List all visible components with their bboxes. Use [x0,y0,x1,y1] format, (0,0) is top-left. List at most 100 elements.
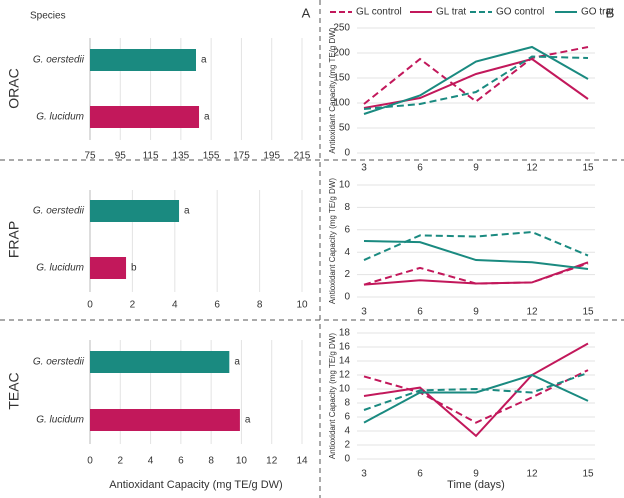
x-tick-label: 115 [143,151,159,162]
row-label: TEAC [6,372,22,409]
category-label: G. lucidum [36,415,84,426]
series-line [363,342,589,438]
x-tick-label: 15 [582,163,594,174]
y-tick-label: 250 [333,23,350,34]
x-tick-label: 8 [208,456,214,467]
x-tick-label: 6 [417,469,423,480]
series-line [363,240,589,270]
x-tick-label: 12 [266,456,278,467]
legend-label: GL control [356,7,402,18]
significance-label: a [204,112,210,123]
x-tick-label: 215 [294,151,311,162]
category-label: G. oerstedii [33,206,85,217]
series-line [363,373,589,424]
y-tick-label: 10 [339,180,351,191]
y-tick-label: 0 [344,292,350,303]
category-label: G. oerstedii [33,55,85,66]
x-tick-label: 10 [236,456,248,467]
x-tick-label: 95 [115,151,127,162]
series-line [363,231,589,261]
x-tick-label: 6 [417,163,423,174]
x-tick-label: 0 [87,300,93,311]
y-title: Species [30,11,66,22]
x-tick-label: 6 [178,456,184,467]
x-tick-label: 3 [361,163,367,174]
bar [90,351,230,373]
legend-label: GO control [496,7,544,18]
y-tick-label: 12 [339,370,351,381]
x-tick-label: 4 [148,456,154,467]
x-tick-label: 4 [172,300,178,311]
y-tick-label: 10 [339,384,351,395]
bar [90,106,200,128]
y-tick-label: 8 [344,398,350,409]
category-label: G. lucidum [36,112,84,123]
y-tick-label: 0 [344,148,350,159]
y-title: Antioxidant Capacity (mg TE/g DW) [328,333,337,459]
x-tick-label: 2 [130,300,136,311]
y-tick-label: 14 [339,356,351,367]
x-tick-label: 15 [582,469,594,480]
x-title: Time (days) [447,479,505,491]
series-line [363,261,589,286]
x-tick-label: 12 [526,163,538,174]
y-tick-label: 4 [344,426,350,437]
y-tick-label: 16 [339,342,351,353]
x-tick-label: 8 [257,300,263,311]
x-tick-label: 14 [296,456,308,467]
y-tick-label: 150 [333,73,350,84]
y-title: Antioxidant Capacity (mg TE/g DW) [328,178,337,304]
y-tick-label: 50 [339,123,351,134]
x-tick-label: 2 [118,456,124,467]
bar [90,409,240,431]
series-line [363,45,589,115]
x-tick-label: 9 [473,163,479,174]
x-tick-label: 9 [473,469,479,480]
x-tick-label: 6 [417,307,423,318]
x-tick-label: 15 [582,307,594,318]
bar [90,49,196,71]
y-tick-label: 0 [344,454,350,465]
x-tick-label: 12 [526,469,538,480]
y-tick-label: 2 [344,440,350,451]
y-tick-label: 18 [339,328,351,339]
y-title: Antioxidant Capacity (mg TE/g DW) [328,27,337,153]
series-line [363,371,589,411]
series-line [363,57,589,109]
legend-label: GL trat [436,7,466,18]
x-tick-label: 175 [233,151,250,162]
category-label: G. oerstedii [33,357,85,368]
x-tick-label: 6 [214,300,220,311]
significance-label: a [245,415,251,426]
x-tick-label: 75 [84,151,96,162]
legend-label: GO trat [581,7,614,18]
x-tick-label: 155 [203,151,220,162]
y-tick-label: 6 [344,224,350,235]
row-label: FRAP [6,221,22,258]
series-line [363,369,589,424]
x-tick-label: 12 [526,307,538,318]
x-title: Antioxidant Capacity (mg TE/g DW) [109,479,282,491]
y-tick-label: 6 [344,412,350,423]
x-tick-label: 10 [296,300,308,311]
y-tick-label: 100 [333,98,350,109]
series-line [363,46,589,105]
row-label: ORAC [6,68,22,108]
significance-label: b [131,263,137,274]
bar [90,200,180,222]
category-label: G. lucidum [36,263,84,274]
x-tick-label: 135 [173,151,190,162]
panel-label: B [606,5,615,20]
x-tick-label: 3 [361,307,367,318]
y-tick-label: 200 [333,48,350,59]
x-tick-label: 195 [263,151,280,162]
x-tick-label: 3 [361,469,367,480]
significance-label: a [184,206,190,217]
x-tick-label: 9 [473,307,479,318]
bar [90,257,127,279]
panel-label: A [302,5,311,20]
significance-label: a [201,55,207,66]
y-tick-label: 2 [344,269,350,280]
y-tick-label: 4 [344,247,350,258]
